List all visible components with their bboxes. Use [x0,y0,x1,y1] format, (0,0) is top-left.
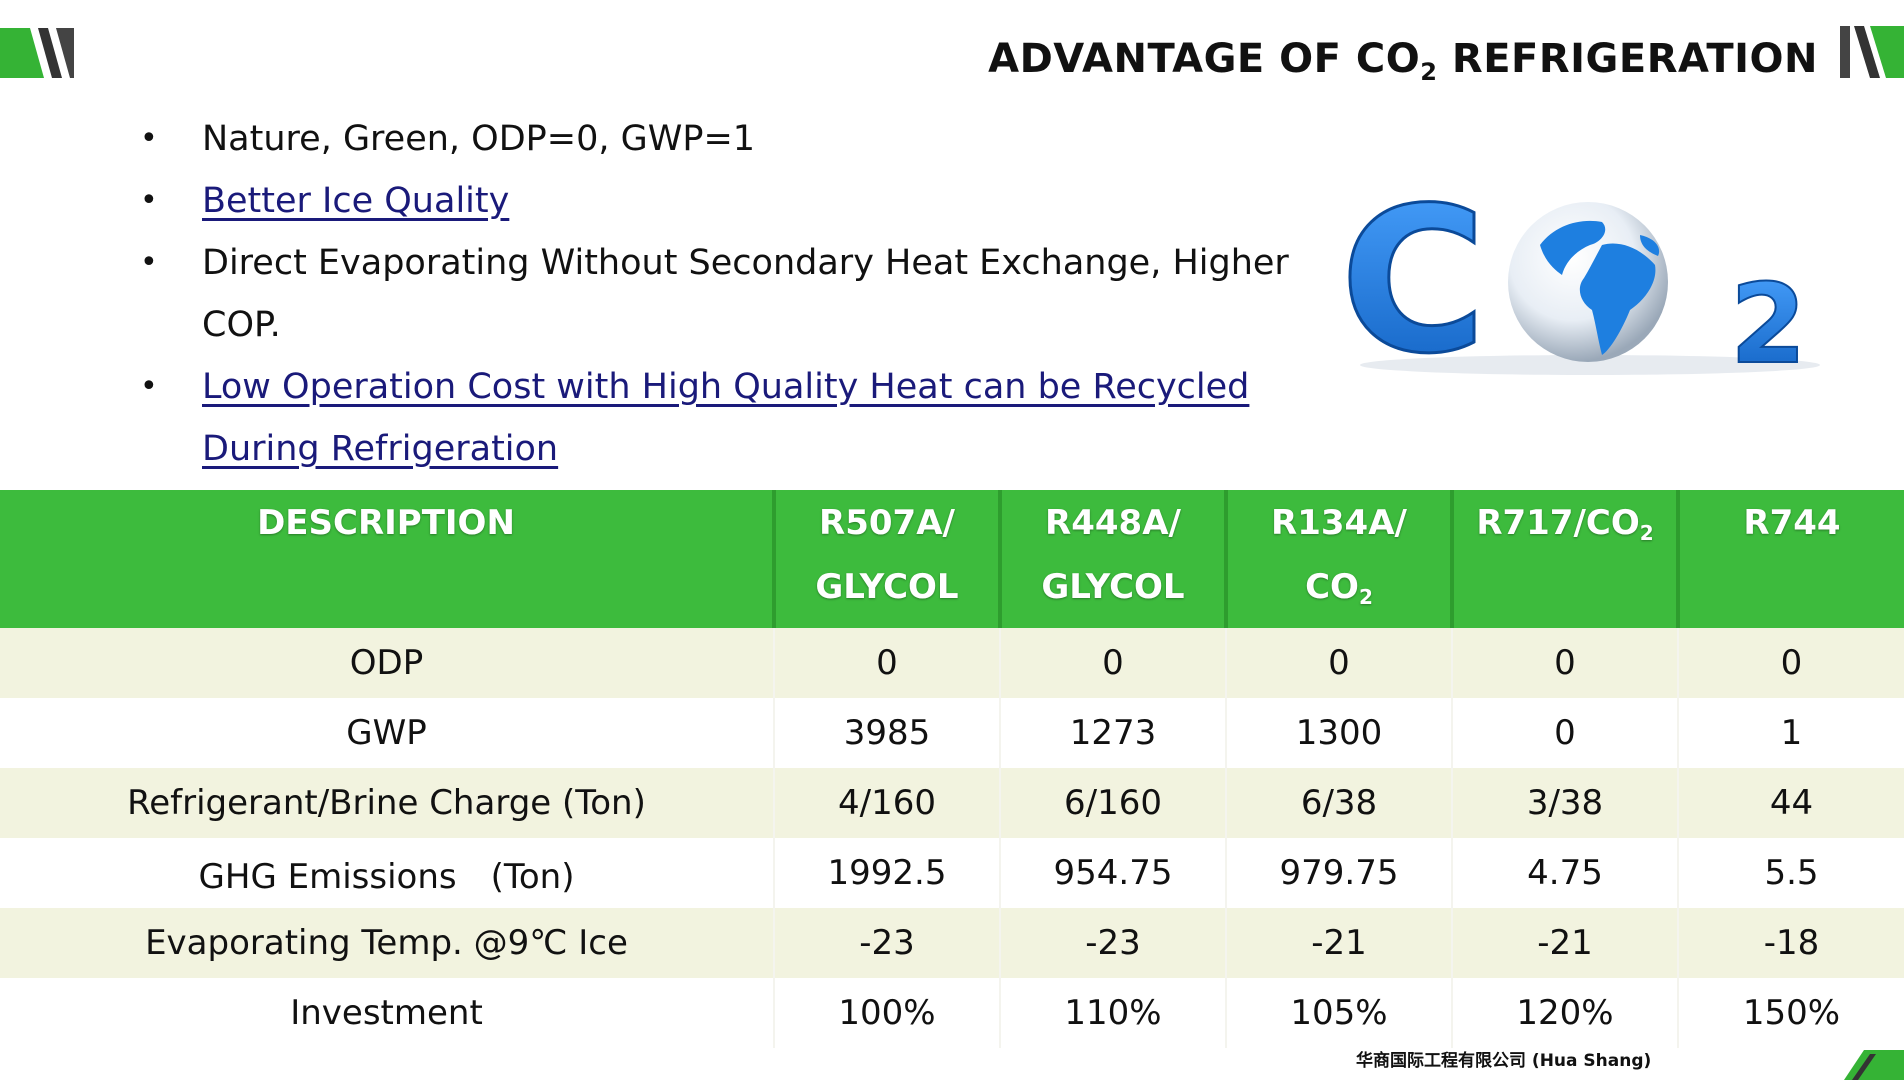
table-cell: 0 [1000,628,1227,698]
bullet-item: • Nature, Green, ODP=0, GWP=1 [140,108,1300,170]
table-cell: 954.75 [1000,838,1227,908]
table-cell: 4/160 [774,768,1001,838]
table-cell: 44 [1678,768,1904,838]
table-cell: 979.75 [1226,838,1453,908]
bullet-item: • Low Operation Cost with High Quality He… [140,356,1300,480]
table-cell: 4.75 [1452,838,1679,908]
table-row: Investment 100% 110% 105% 120% 150% [0,978,1904,1048]
co2-logo: C 2 [1340,190,1820,380]
table-row: Refrigerant/Brine Charge (Ton) 4/160 6/1… [0,768,1904,838]
column-header-r717: R717/CO2 [1452,490,1680,628]
bullet-dot-icon: • [140,245,158,280]
table-cell: -23 [1000,908,1227,978]
table-cell: 1273 [1000,698,1227,768]
bullet-text: Nature, Green, ODP=0, GWP=1 [202,119,756,159]
row-label: GHG Emissions (Ton) [0,838,775,908]
corner-logo-bottom-right [1844,1050,1904,1080]
column-header-description: DESCRIPTION [0,490,776,628]
table-cell: 0 [1226,628,1453,698]
table-row: GHG Emissions (Ton) 1992.5 954.75 979.75… [0,838,1904,908]
table-cell: 0 [774,628,1001,698]
table-cell: 3/38 [1452,768,1679,838]
globe-icon [1508,202,1668,362]
bullet-dot-icon: • [140,369,158,404]
bullet-item: • Better Ice Quality [140,170,1300,232]
row-label: Investment [0,978,775,1048]
table-cell: -23 [774,908,1001,978]
column-header-r744: R744 [1678,490,1904,628]
column-header-r507a: R507A/GLYCOL [774,490,1002,628]
bullet-dot-icon: • [140,183,158,218]
bullet-text: Direct Evaporating Without Secondary Hea… [202,243,1289,345]
footer-company-name: 华商国际工程有限公司 (Hua Shang) [1356,1051,1652,1071]
column-header-r448a: R448A/GLYCOL [1000,490,1228,628]
table-cell: 120% [1452,978,1679,1048]
bullet-link-low-operation-cost[interactable]: Low Operation Cost with High Quality Hea… [202,367,1250,469]
bullet-link-better-ice-quality[interactable]: Better Ice Quality [202,181,510,221]
logo-letter-c: C [1340,190,1487,380]
comparison-table: DESCRIPTION R507A/GLYCOL R448A/GLYCOL R1… [0,490,1904,1048]
bullet-item: • Direct Evaporating Without Secondary He… [140,232,1300,356]
row-label: Evaporating Temp. @9℃ Ice [0,908,775,978]
table-cell: 110% [1000,978,1227,1048]
table-cell: 0 [1452,698,1679,768]
bullet-list: • Nature, Green, ODP=0, GWP=1 • Better Ice… [140,108,1300,480]
corner-logo-left [0,28,74,78]
page-title: ADVANTAGE OF CO2 REFRIGERATION [988,36,1818,86]
row-label: GWP [0,698,775,768]
corner-logo-right [1840,26,1904,78]
table-cell: -21 [1226,908,1453,978]
table-cell: 1 [1678,698,1904,768]
table-cell: 105% [1226,978,1453,1048]
table-cell: 6/38 [1226,768,1453,838]
table-cell: 0 [1452,628,1679,698]
bullet-dot-icon: • [140,121,158,156]
table-cell: 5.5 [1678,838,1904,908]
table-cell: 1300 [1226,698,1453,768]
logo-subscript-2: 2 [1730,260,1807,380]
table-cell: 6/160 [1000,768,1227,838]
table-cell: 150% [1678,978,1904,1048]
table-header-row: DESCRIPTION R507A/GLYCOL R448A/GLYCOL R1… [0,490,1904,628]
table-cell: 3985 [774,698,1001,768]
table-cell: 0 [1678,628,1904,698]
row-label: ODP [0,628,775,698]
table-row: GWP 3985 1273 1300 0 1 [0,698,1904,768]
row-label: Refrigerant/Brine Charge (Ton) [0,768,775,838]
table-cell: 100% [774,978,1001,1048]
table-cell: 1992.5 [774,838,1001,908]
table-cell: -18 [1678,908,1904,978]
table-cell: -21 [1452,908,1679,978]
table-row: ODP 0 0 0 0 0 [0,628,1904,698]
table-row: Evaporating Temp. @9℃ Ice -23 -23 -21 -2… [0,908,1904,978]
column-header-r134a: R134A/CO2 [1226,490,1454,628]
